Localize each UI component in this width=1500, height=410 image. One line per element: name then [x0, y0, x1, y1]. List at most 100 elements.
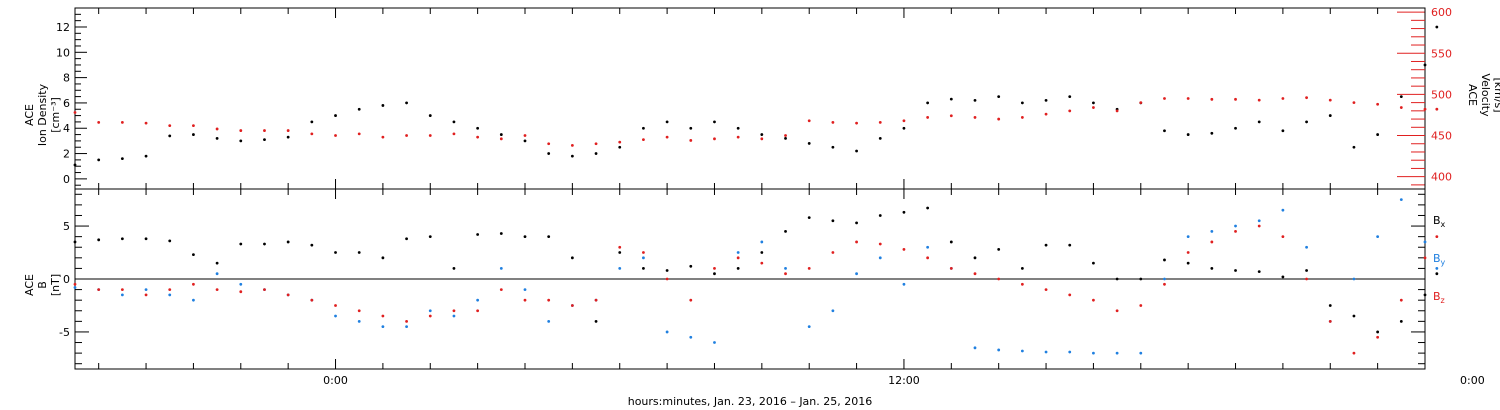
- top-right-tick-label: 500: [1431, 88, 1452, 101]
- bottom-axis-label-line1: ACE: [23, 274, 36, 296]
- top-point: [713, 137, 716, 141]
- bottom-point: [547, 319, 551, 323]
- top-point: [760, 133, 764, 136]
- top-right-tick-label: 550: [1431, 47, 1452, 60]
- bottom-point: [523, 298, 527, 302]
- bottom-point: [215, 261, 219, 265]
- top-point: [168, 124, 172, 128]
- bottom-point: [760, 251, 764, 254]
- top-point: [1044, 112, 1048, 116]
- bottom-point: [144, 237, 148, 241]
- bottom-point: [120, 237, 124, 241]
- bottom-point: [1163, 277, 1166, 281]
- top-point: [1305, 120, 1308, 124]
- top-panel-series: [73, 25, 1439, 167]
- x-tick-label: 12:00: [888, 374, 920, 387]
- bottom-point: [878, 214, 882, 217]
- top-point: [949, 97, 953, 101]
- bottom-tick-label: -5: [59, 326, 70, 339]
- top-point: [1186, 133, 1190, 136]
- bottom-point: [807, 325, 811, 329]
- top-point: [499, 137, 503, 141]
- top-point: [1186, 97, 1190, 100]
- top-point: [97, 120, 101, 124]
- top-point: [878, 136, 882, 140]
- bottom-point: [1210, 240, 1214, 244]
- bottom-point: [1399, 319, 1403, 323]
- top-point: [736, 126, 740, 130]
- bottom-point: [831, 251, 835, 254]
- top-right-tick-label: 400: [1431, 171, 1452, 184]
- bottom-point: [1281, 208, 1285, 212]
- top-point: [192, 124, 195, 128]
- bottom-point: [618, 267, 622, 270]
- bottom-point: [1257, 224, 1261, 228]
- bottom-point: [547, 235, 551, 239]
- bottom-point: [168, 293, 172, 297]
- bottom-point: [73, 286, 77, 289]
- top-point: [1281, 129, 1285, 133]
- top-point: [310, 120, 314, 124]
- bottom-point: [168, 288, 172, 291]
- top-point: [1210, 97, 1214, 101]
- bottom-point: [1435, 235, 1439, 239]
- top-point: [547, 152, 551, 155]
- top-point: [334, 134, 337, 137]
- bottom-point: [381, 314, 385, 318]
- bottom-point: [1186, 251, 1190, 254]
- bottom-panel-series: [73, 198, 1439, 355]
- top-point: [1399, 106, 1403, 109]
- bottom-axis-label-line3: [nT]: [49, 274, 62, 296]
- top-left-tick-label: 10: [56, 46, 70, 59]
- bottom-point: [1068, 293, 1072, 297]
- top-point: [310, 132, 314, 136]
- bottom-point: [334, 304, 337, 307]
- top-point: [902, 119, 906, 123]
- bottom-point: [1305, 277, 1308, 281]
- bottom-point: [855, 272, 858, 276]
- top-point: [855, 149, 858, 153]
- top-point: [120, 157, 124, 161]
- top-point: [855, 121, 858, 125]
- bottom-point: [523, 235, 527, 239]
- top-point: [428, 134, 432, 137]
- top-point: [1234, 126, 1237, 130]
- top-point: [357, 132, 361, 136]
- bottom-point: [334, 314, 337, 318]
- top-point: [73, 111, 77, 114]
- bottom-point: [1139, 351, 1143, 355]
- bottom-point: [334, 251, 337, 254]
- bottom-point: [1115, 351, 1119, 355]
- top-point: [973, 116, 977, 119]
- top-point: [642, 138, 645, 142]
- top-right-tick-label: 450: [1431, 130, 1452, 143]
- bottom-point: [642, 267, 645, 270]
- top-point: [97, 158, 101, 162]
- bottom-point: [1186, 261, 1190, 265]
- bottom-point: [1186, 235, 1190, 239]
- bottom-point: [428, 235, 432, 239]
- top-point: [665, 120, 669, 124]
- top-point: [926, 116, 930, 119]
- bottom-point: [1092, 351, 1095, 355]
- bottom-point: [381, 325, 385, 329]
- top-point: [949, 114, 953, 118]
- bottom-point: [1020, 349, 1024, 353]
- top-right-axis-label-line1: ACE: [1466, 84, 1479, 106]
- bottom-point: [594, 319, 598, 323]
- bottom-point: [1423, 256, 1427, 260]
- bottom-point: [855, 240, 858, 244]
- legend-sub-z: z: [1441, 296, 1445, 305]
- top-point: [784, 134, 787, 137]
- bottom-point: [523, 288, 527, 291]
- bottom-point: [1435, 272, 1439, 276]
- bottom-point: [973, 256, 977, 260]
- top-point: [239, 139, 243, 143]
- bottom-point: [215, 272, 219, 276]
- top-point: [973, 98, 977, 102]
- bottom-point: [452, 309, 456, 313]
- bottom-point: [855, 221, 858, 225]
- top-point: [1435, 25, 1439, 29]
- top-panel-ticks: 0 2 4 6 8 10 12 400 450 500 550 600: [56, 6, 1452, 186]
